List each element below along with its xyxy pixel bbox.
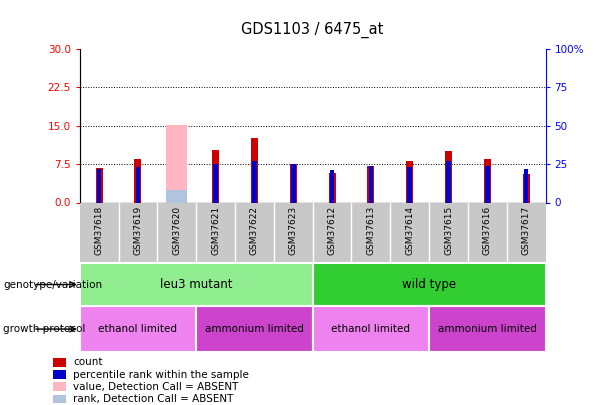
Bar	[53, 394, 66, 403]
Text: GSM37614: GSM37614	[405, 206, 414, 255]
Bar	[213, 164, 218, 202]
Text: GSM37622: GSM37622	[250, 206, 259, 254]
Text: GSM37618: GSM37618	[94, 206, 104, 255]
Bar	[166, 124, 188, 202]
Bar	[330, 170, 334, 202]
Text: ammonium limited: ammonium limited	[438, 324, 537, 334]
Bar	[329, 173, 335, 202]
Bar	[96, 168, 102, 202]
Text: ammonium limited: ammonium limited	[205, 324, 304, 334]
Bar	[313, 306, 429, 352]
Bar	[97, 168, 101, 202]
Bar	[252, 161, 257, 202]
Text: count: count	[73, 358, 102, 367]
Text: wild type: wild type	[402, 278, 456, 291]
Bar	[290, 164, 297, 202]
Bar	[251, 139, 258, 202]
Bar	[367, 166, 375, 202]
Bar	[53, 382, 66, 391]
Text: GSM37617: GSM37617	[522, 206, 531, 255]
Text: leu3 mutant: leu3 mutant	[160, 278, 232, 291]
Text: value, Detection Call = ABSENT: value, Detection Call = ABSENT	[73, 382, 238, 392]
Bar	[484, 159, 491, 202]
Bar	[524, 168, 528, 202]
Text: GSM37612: GSM37612	[327, 206, 337, 255]
Bar	[291, 164, 295, 202]
Text: GSM37623: GSM37623	[289, 206, 298, 255]
Bar	[135, 167, 140, 202]
Bar	[368, 166, 373, 202]
Bar	[429, 306, 546, 352]
Bar	[406, 162, 413, 202]
Text: ethanol limited: ethanol limited	[99, 324, 177, 334]
Text: rank, Detection Call = ABSENT: rank, Detection Call = ABSENT	[73, 394, 234, 404]
Bar	[446, 161, 451, 202]
Text: GSM37619: GSM37619	[134, 206, 142, 255]
Bar	[166, 190, 188, 202]
Bar	[53, 370, 66, 379]
Text: percentile rank within the sample: percentile rank within the sample	[73, 370, 249, 379]
Text: GSM37621: GSM37621	[211, 206, 220, 255]
Text: growth protocol: growth protocol	[3, 324, 85, 334]
Bar	[80, 263, 313, 306]
Bar	[212, 150, 219, 202]
Bar	[80, 306, 196, 352]
Bar	[408, 167, 412, 202]
Text: GDS1103 / 6475_at: GDS1103 / 6475_at	[242, 22, 384, 38]
Text: GSM37616: GSM37616	[483, 206, 492, 255]
Bar	[485, 166, 490, 202]
Text: genotype/variation: genotype/variation	[3, 279, 102, 290]
Bar	[313, 263, 546, 306]
Text: ethanol limited: ethanol limited	[332, 324, 410, 334]
Text: GSM37615: GSM37615	[444, 206, 453, 255]
Text: GSM37613: GSM37613	[367, 206, 375, 255]
Bar	[523, 174, 530, 202]
Text: GSM37620: GSM37620	[172, 206, 181, 255]
Bar	[53, 358, 66, 367]
Bar	[445, 151, 452, 202]
Bar	[134, 159, 142, 202]
Bar	[196, 306, 313, 352]
